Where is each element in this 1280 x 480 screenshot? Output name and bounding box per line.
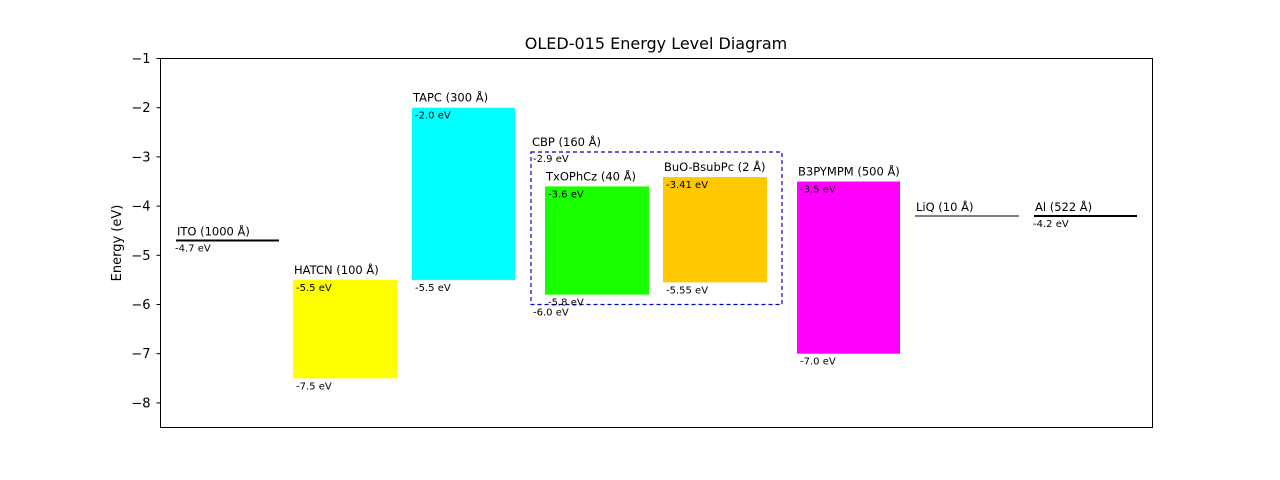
chart-title: OLED-015 Energy Level Diagram [525,34,787,53]
homo-label: -5.8 eV [548,298,584,309]
layer-name-label: TAPC (300 Å) [412,90,488,105]
lumo-label: -2.0 eV [415,111,451,122]
y-tick-label: −3 [131,150,150,165]
layer-name-label: TxOPhCz (40 Å) [545,168,636,183]
y-tick-label: −5 [131,249,150,264]
y-tick-label: −4 [131,200,150,215]
y-tick-label: −1 [131,52,150,67]
layers: ITO (1000 Å) -4.7 eV HATCN (100 Å) -5.5 eV -… [175,90,1137,392]
lumo-label: -3.41 eV [666,180,708,191]
layer-bar [412,107,515,280]
level-label: -4.7 eV [175,244,211,255]
y-tick-label: −7 [131,347,150,362]
homo-label: -5.55 eV [666,285,708,296]
layer-name-label: B3PYMPM (500 Å) [798,164,900,179]
layer-name-label: LiQ (10 Å) [916,199,973,214]
homo-label: -6.0 eV [533,308,569,319]
homo-label: -7.0 eV [800,357,836,368]
layer-name-label: Al (522 Å) [1035,199,1092,214]
host-layer-box [530,151,783,306]
lumo-label: -3.6 eV [548,189,584,200]
y-axis-label: Energy (eV) [110,205,125,282]
lumo-label: -3.5 eV [800,185,836,196]
layer-name-label: CBP (160 Å) [532,134,601,149]
layer-bar [545,186,649,295]
layer-name-label: BuO-BsubPc (2 Å) [664,159,765,174]
plot-frame [160,58,1153,428]
homo-label: -5.5 eV [415,283,451,294]
layer-name-label: HATCN (100 Å) [294,262,379,277]
lumo-label: -2.9 eV [533,154,569,165]
layer-bar [797,181,900,354]
lumo-label: -5.5 eV [296,283,332,294]
y-axis-ticks: −1 −2 −3 −4 −5 −6 −7 −8 [131,52,161,411]
layer-name-label: ITO (1000 Å) [177,224,250,239]
homo-label: -7.5 eV [296,381,332,392]
layer-bar [293,279,397,379]
y-tick-label: −6 [131,298,150,313]
y-tick-label: −2 [131,101,150,116]
y-tick-label: −8 [131,396,150,411]
layer-bar [663,177,767,283]
level-label: -4.2 eV [1033,219,1069,230]
